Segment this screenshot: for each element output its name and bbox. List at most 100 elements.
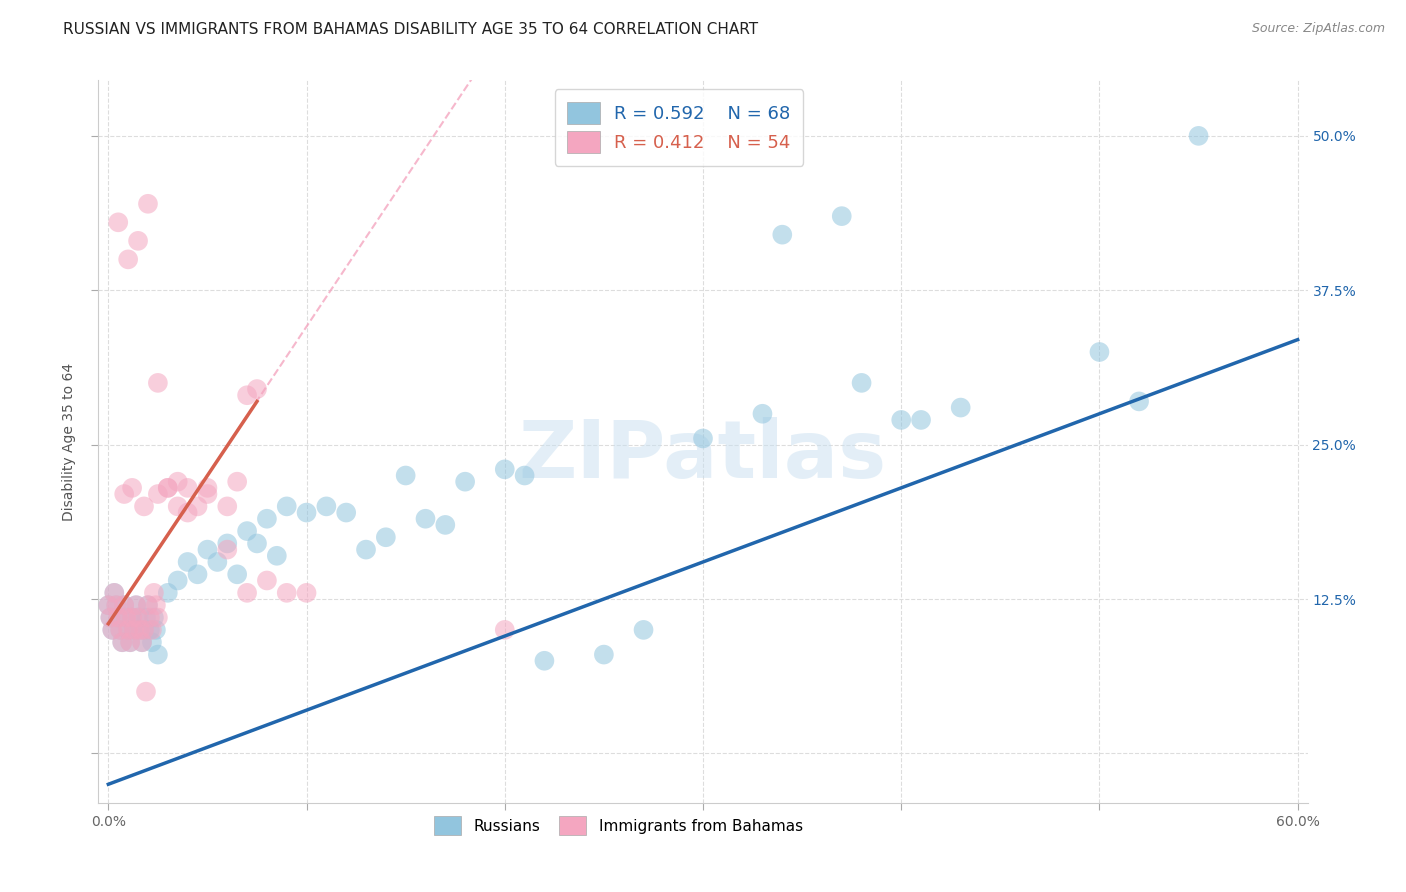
Point	[176, 555, 198, 569]
Point	[831, 209, 853, 223]
Point	[236, 524, 259, 538]
Point	[374, 530, 396, 544]
Point	[226, 567, 249, 582]
Point	[315, 500, 337, 514]
Point	[142, 610, 165, 624]
Point	[103, 586, 125, 600]
Point	[98, 610, 121, 624]
Point	[246, 382, 269, 396]
Point	[115, 610, 138, 624]
Point	[197, 487, 219, 501]
Point	[101, 623, 124, 637]
Point	[246, 536, 269, 550]
Point	[136, 196, 159, 211]
Point	[107, 610, 129, 624]
Point	[145, 623, 167, 637]
Point	[97, 598, 120, 612]
Point	[132, 623, 155, 637]
Point	[121, 610, 143, 624]
Point	[111, 635, 134, 649]
Point	[295, 506, 318, 520]
Point	[276, 500, 298, 514]
Point	[454, 475, 477, 489]
Point	[851, 376, 873, 390]
Point	[112, 487, 135, 501]
Point	[121, 610, 143, 624]
Point	[117, 623, 139, 637]
Point	[145, 598, 167, 612]
Y-axis label: Disability Age 35 to 64: Disability Age 35 to 64	[62, 362, 76, 521]
Point	[136, 598, 159, 612]
Point	[633, 623, 655, 637]
Point	[112, 598, 135, 612]
Point	[127, 610, 149, 624]
Point	[111, 635, 134, 649]
Point	[256, 574, 278, 588]
Point	[533, 654, 555, 668]
Point	[692, 432, 714, 446]
Point	[256, 512, 278, 526]
Text: RUSSIAN VS IMMIGRANTS FROM BAHAMAS DISABILITY AGE 35 TO 64 CORRELATION CHART: RUSSIAN VS IMMIGRANTS FROM BAHAMAS DISAB…	[63, 22, 758, 37]
Text: ZIPatlas: ZIPatlas	[519, 417, 887, 495]
Point	[266, 549, 288, 563]
Point	[141, 635, 163, 649]
Point	[135, 684, 157, 698]
Point	[110, 623, 132, 637]
Point	[593, 648, 616, 662]
Point	[125, 598, 148, 612]
Point	[1128, 394, 1150, 409]
Point	[120, 635, 142, 649]
Point	[156, 586, 179, 600]
Point	[166, 574, 188, 588]
Point	[117, 252, 139, 267]
Point	[132, 623, 155, 637]
Point	[295, 586, 318, 600]
Point	[770, 227, 793, 242]
Point	[1088, 345, 1111, 359]
Point	[434, 517, 457, 532]
Point	[103, 586, 125, 600]
Point	[276, 586, 298, 600]
Point	[415, 512, 437, 526]
Point	[129, 623, 152, 637]
Point	[115, 610, 138, 624]
Point	[1187, 128, 1209, 143]
Point	[186, 500, 208, 514]
Point	[146, 648, 169, 662]
Point	[127, 610, 149, 624]
Point	[107, 215, 129, 229]
Point	[132, 500, 155, 514]
Text: Source: ZipAtlas.com: Source: ZipAtlas.com	[1251, 22, 1385, 36]
Point	[131, 635, 153, 649]
Point	[129, 623, 152, 637]
Point	[395, 468, 418, 483]
Point	[142, 586, 165, 600]
Point	[98, 610, 121, 624]
Point	[910, 413, 932, 427]
Point	[236, 388, 259, 402]
Point	[127, 234, 149, 248]
Point	[105, 598, 128, 612]
Point	[139, 623, 162, 637]
Point	[135, 610, 157, 624]
Point	[117, 623, 139, 637]
Point	[105, 598, 128, 612]
Point	[226, 475, 249, 489]
Point	[217, 536, 239, 550]
Point	[131, 635, 153, 649]
Point	[139, 610, 162, 624]
Point	[207, 555, 229, 569]
Point	[101, 623, 124, 637]
Point	[122, 623, 145, 637]
Point	[97, 598, 120, 612]
Point	[110, 623, 132, 637]
Point	[107, 610, 129, 624]
Point	[494, 462, 516, 476]
Point	[136, 598, 159, 612]
Point	[166, 475, 188, 489]
Point	[949, 401, 972, 415]
Point	[125, 598, 148, 612]
Point	[112, 598, 135, 612]
Point	[197, 481, 219, 495]
Point	[890, 413, 912, 427]
